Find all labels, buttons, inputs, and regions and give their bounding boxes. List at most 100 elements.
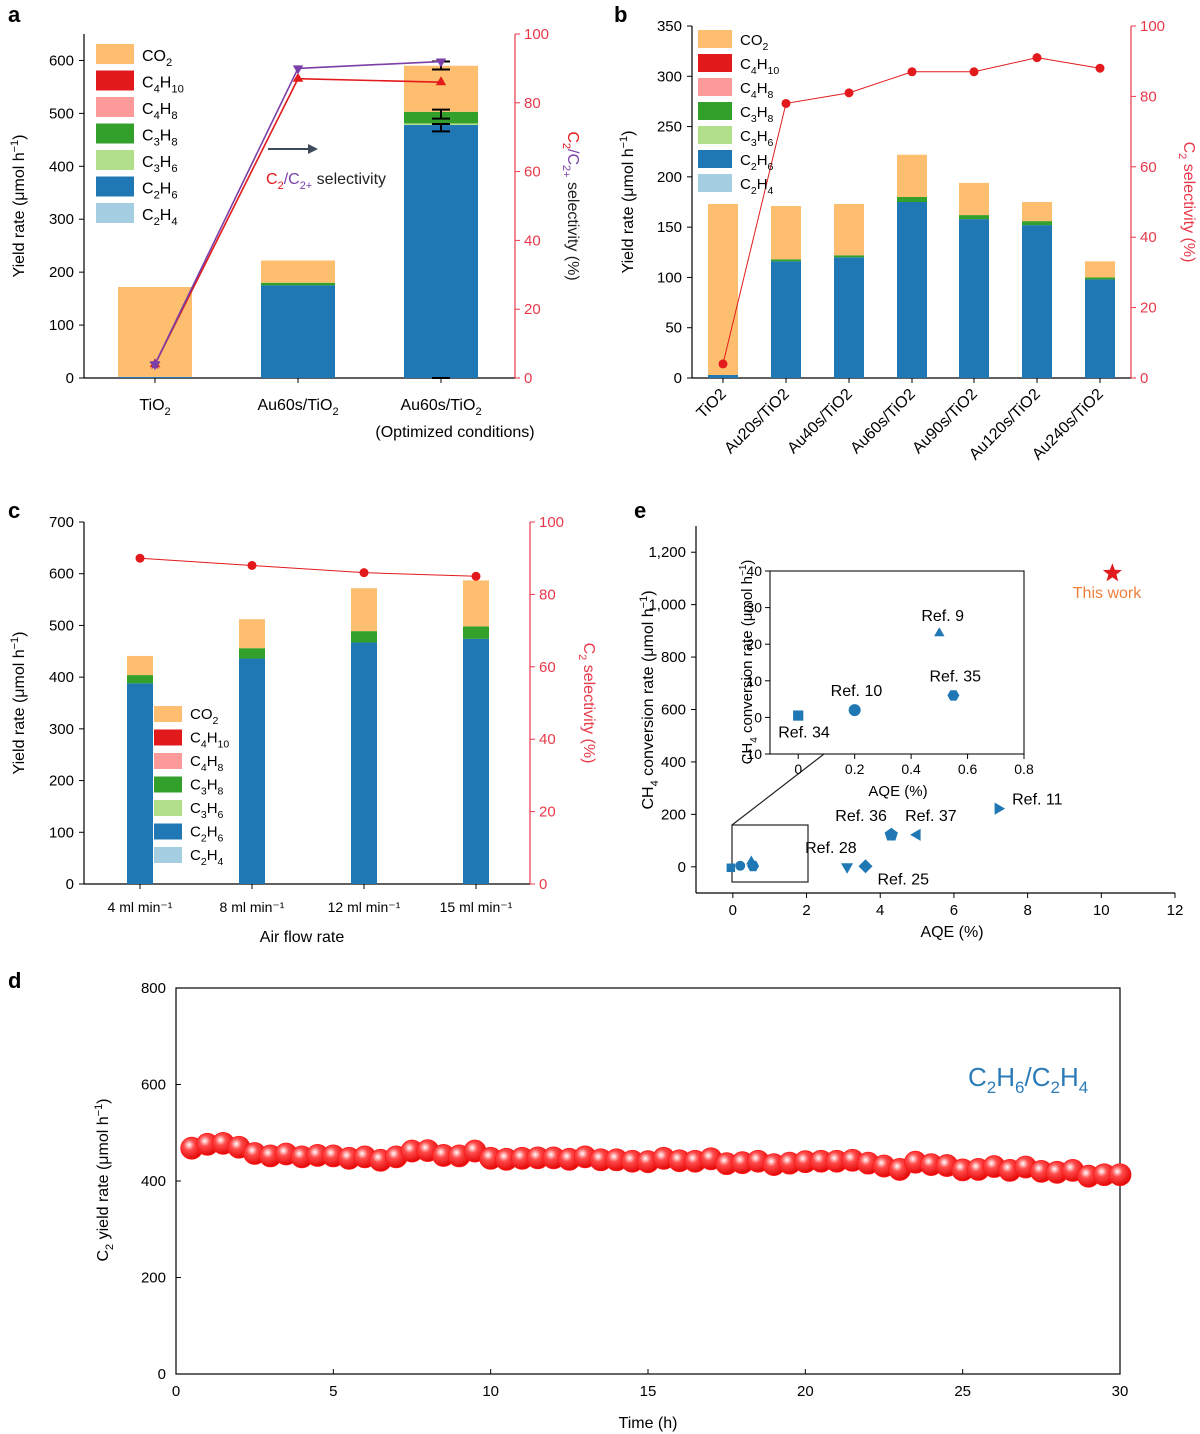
inset-ref-point-label: Ref. 35: [929, 668, 981, 685]
x-tick-label: 15 ml min⁻¹: [440, 899, 513, 915]
zoom-point: [726, 863, 736, 873]
y2-tick-label: 40: [524, 232, 541, 249]
bar-CO2: [127, 655, 153, 676]
inset-y-tick-label: 40: [746, 563, 762, 579]
panel-d-ylabel: C2 yield rate (μmol h−1): [93, 1098, 116, 1261]
ref-point-label: Ref. 36: [835, 808, 887, 825]
y2-tick-label: 60: [1140, 159, 1157, 176]
bar-CO2: [897, 154, 927, 197]
y2-tick-label: 20: [524, 301, 541, 318]
legend-label-C3H8: C3H8: [142, 128, 178, 149]
panel-a-annotation: C2/C2+ selectivity: [266, 144, 386, 192]
legend-label-C4H10: C4H10: [142, 75, 184, 96]
y-tick-label: 1,000: [648, 597, 686, 614]
y2-tick-label: 100: [524, 26, 549, 43]
x-tick-label: 30: [1112, 1383, 1129, 1400]
selectivity-point: [907, 67, 917, 77]
bar-CO2: [959, 182, 989, 216]
panel-d-series-label: C2H6/C2H4: [968, 1062, 1088, 1097]
legend-label-C2H6: C2H6: [142, 181, 178, 202]
legend-label-C4H8: C4H8: [142, 101, 178, 122]
bar-C3H8: [1085, 277, 1115, 280]
legend-swatch-C2H4: [154, 847, 182, 863]
y2-tick-label: 20: [1140, 300, 1157, 317]
y-tick-label: 200: [49, 773, 74, 790]
bar-CO2: [351, 588, 377, 632]
y-tick-label: 800: [661, 649, 686, 666]
bar-C2H6: [127, 683, 153, 884]
selectivity-point: [435, 58, 447, 68]
y-tick-label: 350: [657, 18, 682, 35]
selectivity-point: [435, 76, 447, 86]
ref-point-label: Ref. 28: [805, 840, 857, 857]
y2-tick-label: 100: [1140, 18, 1165, 35]
panel-b-y2label: C2 selectivity (%): [1176, 142, 1197, 263]
inset-ref-point-label: Ref. 10: [831, 683, 883, 700]
legend-swatch-C3H6: [96, 150, 134, 170]
inset-x-tick-label: 0.2: [845, 761, 865, 777]
bar-C2H6: [959, 219, 989, 378]
zoom-connector: [731, 753, 825, 826]
data-point: [1108, 1163, 1132, 1187]
legend-swatch-C4H10: [154, 729, 182, 746]
bar-C3H8: [239, 648, 265, 659]
inset-ref-point: [793, 710, 804, 721]
panel-d-xlabel: Time (h): [619, 1415, 678, 1432]
x-tick-label: 2: [802, 902, 810, 919]
ref-point: [994, 802, 1006, 815]
x-tick-label: 6: [950, 902, 958, 919]
legend-swatch-C3H8: [154, 776, 182, 793]
this-work-star-icon: [1102, 563, 1122, 582]
y-tick-label: 200: [657, 169, 682, 186]
bar-C3H8: [1022, 221, 1052, 226]
bar-C3H8: [834, 255, 864, 258]
panel-c-plot: 0 100 200 300 400 500 600 700 0 20 40 60 80 100: [49, 514, 564, 893]
zoom-point: [735, 860, 746, 871]
panel-a-xtick-2-note: (Optimized conditions): [375, 424, 534, 441]
y-tick-label: 0: [678, 859, 686, 876]
inset-x-tick-label: 0.8: [1014, 761, 1034, 777]
panel-a-letter: a: [8, 2, 21, 27]
panel-b-xticks: TiO2Au20s/TiO2Au40s/TiO2Au60s/TiO2Au90s/…: [694, 386, 1107, 464]
x-tick-label: 10: [1093, 902, 1110, 919]
bar-CO2: [1022, 202, 1052, 222]
bar-C2H6: [261, 285, 335, 378]
selectivity-annotation: C2/C2+ selectivity: [266, 171, 386, 192]
y-tick-label: 300: [49, 721, 74, 738]
legend-swatch-C2H6: [96, 176, 134, 197]
panel-a-y2label: C2/C2+ selectivity (%): [560, 131, 581, 280]
selectivity-line: [139, 557, 477, 577]
y2-tick-label: 0: [539, 876, 547, 893]
selectivity-point: [149, 358, 161, 370]
x-tick-label: 0: [729, 902, 737, 919]
this-work-label: This work: [1073, 585, 1142, 602]
legend-label-C2H4: C2H4: [142, 207, 178, 228]
arrow-right-icon: [308, 144, 318, 154]
panel-a-ylabel: Yield rate (μmol h−1): [9, 135, 28, 278]
legend-swatch-C2H4: [96, 203, 134, 223]
y2-tick-label: 0: [1140, 370, 1148, 387]
x-tick-label: 10: [482, 1383, 499, 1400]
y-tick-label: 400: [49, 669, 74, 686]
panel-c-xticks: 4 ml min⁻¹ 8 ml min⁻¹ 12 ml min⁻¹ 15 ml min…: [108, 899, 513, 915]
x-tick-label: TiO2: [694, 386, 730, 422]
legend-swatch-C4H10: [698, 54, 732, 72]
panel-a-legend: CO2 C4H10 C4H8 C3H8 C3H6 C2H6 C2H4: [96, 44, 184, 228]
inset-x-tick-label: 0.6: [958, 761, 978, 777]
bar-C2H6: [1022, 225, 1052, 378]
legend-label-C3H8: C3H8: [740, 104, 774, 125]
panel-e-inset: 0 0.2 0.4 0.6 0.8 -10 0 10 20 30 40 Ref. 9 Ref. 10 Re…: [742, 563, 1034, 777]
inset-x-tick-label: 0.4: [901, 761, 921, 777]
selectivity-point: [969, 67, 979, 77]
bar-C2H6: [1085, 279, 1115, 378]
bar-C2H6: [404, 125, 478, 378]
y-tick-label: 500: [49, 617, 74, 634]
bar-C3H8: [771, 259, 801, 262]
panel-c-y2label: C2 selectivity (%): [576, 643, 597, 764]
y-tick-label: 0: [674, 370, 682, 387]
legend-label-C2H4: C2H4: [190, 847, 224, 868]
y2-tick-label: 60: [539, 659, 556, 676]
y-tick-label: 400: [49, 158, 74, 175]
